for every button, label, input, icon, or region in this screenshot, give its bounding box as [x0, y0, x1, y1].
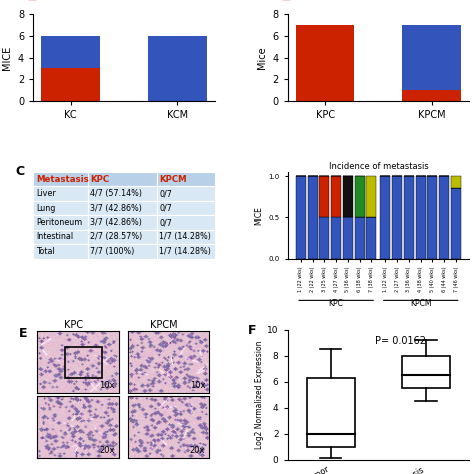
Bar: [366, 218, 376, 259]
Text: 0/7: 0/7: [159, 189, 173, 198]
Text: 0/7: 0/7: [159, 218, 173, 227]
Bar: [157, 186, 215, 201]
Text: 1/7 (14.28%): 1/7 (14.28%): [159, 233, 211, 241]
Bar: [157, 230, 215, 244]
Text: E: E: [18, 327, 27, 340]
Bar: [331, 218, 341, 259]
Bar: [366, 176, 376, 218]
Bar: [88, 230, 157, 244]
Bar: [404, 176, 414, 259]
Bar: [88, 201, 157, 215]
Bar: [451, 188, 461, 259]
Bar: [88, 172, 157, 186]
Bar: [148, 36, 207, 101]
Bar: [157, 244, 215, 259]
Text: 7/7 (100%): 7/7 (100%): [91, 247, 135, 256]
Text: P= 0.0162: P= 0.0162: [375, 336, 426, 346]
Bar: [319, 176, 329, 218]
Bar: [402, 90, 461, 101]
Text: KPC: KPC: [91, 174, 109, 183]
Text: F: F: [247, 324, 256, 337]
Text: C: C: [15, 165, 24, 178]
Bar: [33, 172, 88, 186]
Bar: [33, 244, 88, 259]
Text: 3/7 (42.86%): 3/7 (42.86%): [91, 203, 142, 212]
Bar: [307, 378, 355, 447]
Bar: [428, 176, 438, 259]
Text: Lung: Lung: [36, 203, 55, 212]
Text: 2/7 (28.57%): 2/7 (28.57%): [91, 233, 143, 241]
Bar: [88, 215, 157, 230]
Bar: [392, 176, 402, 259]
Bar: [41, 68, 100, 101]
Legend: PDAC only, PDAC with metastasis: PDAC only, PDAC with metastasis: [28, 0, 126, 1]
Bar: [355, 176, 365, 218]
Bar: [331, 176, 341, 218]
Text: Metastasis: Metastasis: [36, 174, 89, 183]
Text: 0/7: 0/7: [159, 203, 173, 212]
Bar: [343, 176, 353, 218]
Bar: [296, 176, 306, 259]
Bar: [355, 218, 365, 259]
Text: KPC: KPC: [64, 319, 83, 329]
Text: Peritoneum: Peritoneum: [36, 218, 82, 227]
Legend: PDAC only, PDAC with metastasis: PDAC only, PDAC with metastasis: [283, 0, 380, 1]
Bar: [439, 176, 449, 259]
Bar: [33, 230, 88, 244]
Bar: [402, 25, 461, 90]
Text: Intestinal: Intestinal: [36, 233, 73, 241]
Y-axis label: MICE: MICE: [2, 46, 12, 70]
Y-axis label: MICE: MICE: [254, 206, 263, 225]
Bar: [296, 25, 355, 101]
Bar: [157, 215, 215, 230]
Bar: [451, 176, 461, 188]
Text: Liver: Liver: [36, 189, 55, 198]
Y-axis label: Log2 Normalized Expression: Log2 Normalized Expression: [255, 340, 264, 449]
Bar: [157, 201, 215, 215]
Bar: [88, 186, 157, 201]
Text: Total: Total: [36, 247, 55, 256]
Bar: [343, 218, 353, 259]
Bar: [33, 201, 88, 215]
Text: KPC: KPC: [328, 300, 344, 309]
Bar: [33, 186, 88, 201]
Text: KPCM: KPCM: [410, 300, 431, 309]
Bar: [308, 176, 318, 259]
Text: 1/7 (14.28%): 1/7 (14.28%): [159, 247, 211, 256]
Bar: [319, 218, 329, 259]
Text: KPCM: KPCM: [159, 174, 187, 183]
Bar: [88, 244, 157, 259]
Text: 3/7 (42.86%): 3/7 (42.86%): [91, 218, 142, 227]
Bar: [33, 215, 88, 230]
Bar: [402, 356, 450, 388]
Bar: [41, 36, 100, 68]
Text: KPCM: KPCM: [150, 319, 178, 329]
Text: 4/7 (57.14%): 4/7 (57.14%): [91, 189, 142, 198]
Title: Incidence of metastasis: Incidence of metastasis: [328, 162, 428, 171]
Y-axis label: Mice: Mice: [257, 46, 267, 69]
Bar: [157, 172, 215, 186]
Bar: [416, 176, 426, 259]
Bar: [381, 176, 391, 259]
